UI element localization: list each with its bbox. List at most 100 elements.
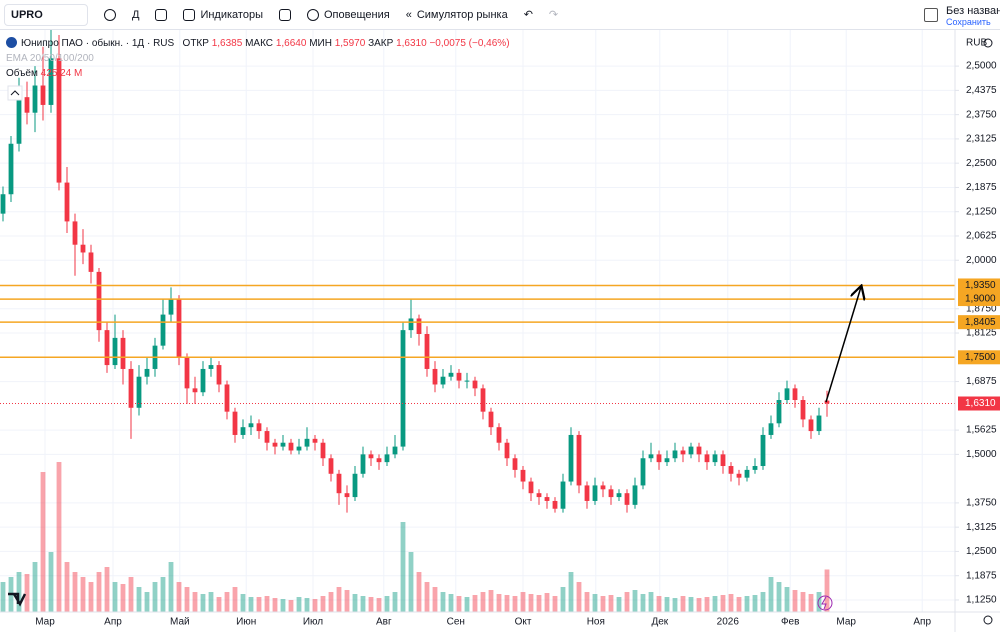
- tv-logo[interactable]: [8, 592, 27, 607]
- volume-label[interactable]: Объём: [6, 68, 38, 79]
- volume-bar: [184, 587, 190, 612]
- collapse-button[interactable]: [7, 85, 23, 101]
- candle-body: [744, 469, 750, 478]
- candle-body: [456, 372, 462, 381]
- candle-body: [520, 469, 526, 482]
- alerts-button[interactable]: Оповещения: [306, 8, 390, 21]
- volume-bar: [488, 590, 494, 612]
- templates[interactable]: [278, 8, 291, 21]
- x-tick-label: Окт: [515, 617, 532, 628]
- legend-row: EMA 20/50/100/200: [6, 51, 510, 66]
- alerts[interactable]: Оповещения: [323, 8, 390, 21]
- symbol-title[interactable]: Юнипро ПАО · обыкн. · 1Д · RUS: [21, 38, 175, 49]
- y-tick-label: 1,8125: [966, 328, 997, 339]
- candle-icon: [155, 8, 168, 21]
- volume-bar: [176, 582, 182, 612]
- candle-body: [432, 368, 438, 385]
- candle-body: [32, 85, 38, 113]
- volume-bar: [440, 592, 446, 612]
- layout-menu[interactable]: Без названиСохранить: [924, 5, 1000, 27]
- candle-body: [104, 330, 110, 366]
- candle-body: [360, 454, 366, 474]
- open-label: ОТКР: [182, 38, 209, 49]
- logo: [6, 37, 17, 48]
- settings-icon[interactable]: [983, 38, 993, 48]
- indicators-button[interactable]: Индикаторы: [183, 8, 263, 21]
- candle-body: [416, 318, 422, 335]
- candle-body: [512, 458, 518, 470]
- symbol-search[interactable]: UPRO: [4, 3, 88, 26]
- x-tick-label: Мар: [836, 617, 856, 628]
- candle-body: [120, 337, 126, 369]
- volume-bar: [608, 595, 614, 612]
- candle-body: [240, 427, 246, 435]
- event-icon[interactable]: [817, 595, 833, 611]
- volume-bar: [464, 597, 470, 612]
- candle-body: [264, 431, 270, 443]
- candle-body: [776, 400, 782, 424]
- volume-bar: [720, 595, 726, 612]
- y-tick-label: 1,5000: [966, 449, 997, 460]
- volume-bar: [24, 574, 30, 612]
- layout-name[interactable]: Без названи: [946, 5, 1000, 17]
- y-tick-label: 1,3750: [966, 498, 997, 509]
- level-label: 1,9000: [965, 294, 996, 305]
- volume-bar: [584, 592, 590, 612]
- replay-button[interactable]: « Симулятор рынка: [406, 9, 508, 21]
- volume-bar: [640, 594, 646, 612]
- redo[interactable]: ↷: [549, 8, 558, 21]
- chart-type[interactable]: [155, 8, 168, 21]
- candle-body: [704, 454, 710, 463]
- candle-body: [312, 438, 318, 443]
- plot-area: [0, 30, 955, 612]
- currency-label[interactable]: RUB: [966, 38, 987, 49]
- candle-body: [800, 400, 806, 420]
- x-tick-label: Май: [170, 617, 190, 628]
- y-tick-label: 1,6875: [966, 376, 997, 387]
- interval[interactable]: Д: [132, 8, 140, 21]
- undo[interactable]: ↶: [524, 8, 533, 21]
- replay[interactable]: Симулятор рынка: [416, 8, 508, 21]
- candle-body: [592, 485, 598, 501]
- volume-bar: [752, 595, 758, 612]
- ema-indicator[interactable]: EMA 20/50/100/200: [6, 53, 94, 64]
- volume-bar: [632, 590, 638, 612]
- volume-bar: [328, 592, 334, 612]
- indicators[interactable]: Индикаторы: [200, 8, 263, 21]
- x-tick-label: Ноя: [587, 617, 605, 628]
- legend: Юнипро ПАО · обыкн. · 1Д · RUS ОТКР 1,63…: [6, 36, 510, 81]
- volume-bar: [480, 592, 486, 612]
- save[interactable]: Сохранить: [946, 17, 991, 27]
- candle-body: [208, 365, 214, 369]
- interval-button[interactable]: Д: [132, 9, 139, 21]
- x-tick-label: Фев: [781, 617, 799, 628]
- symbol[interactable]: UPRO: [11, 8, 43, 21]
- volume-bar: [200, 594, 206, 612]
- candle-body: [760, 434, 766, 467]
- volume-bar: [800, 592, 806, 612]
- volume-bar: [384, 596, 390, 612]
- volume-bar: [512, 596, 518, 612]
- volume-bar: [360, 596, 366, 612]
- volume-bar: [152, 582, 158, 612]
- trend-arrow[interactable]: [825, 287, 861, 403]
- candle-body: [552, 500, 558, 509]
- axis-settings[interactable]: [983, 615, 993, 625]
- volume-bar: [136, 587, 142, 612]
- candle-body: [144, 368, 150, 377]
- volume-bar: [784, 587, 790, 612]
- candle-body: [608, 489, 614, 498]
- y-tick-label: 2,2500: [966, 158, 997, 169]
- x-tick-label: Мар: [35, 617, 55, 628]
- volume-bar: [520, 592, 526, 612]
- candle-body: [168, 299, 174, 315]
- x-tick-label: Июл: [303, 617, 323, 628]
- layout-icon: [924, 8, 938, 22]
- volume-bar: [776, 582, 782, 612]
- candle-body: [616, 493, 622, 498]
- compare[interactable]: [104, 8, 116, 21]
- x-tick-label: Дек: [651, 617, 668, 628]
- volume-bar: [400, 522, 406, 612]
